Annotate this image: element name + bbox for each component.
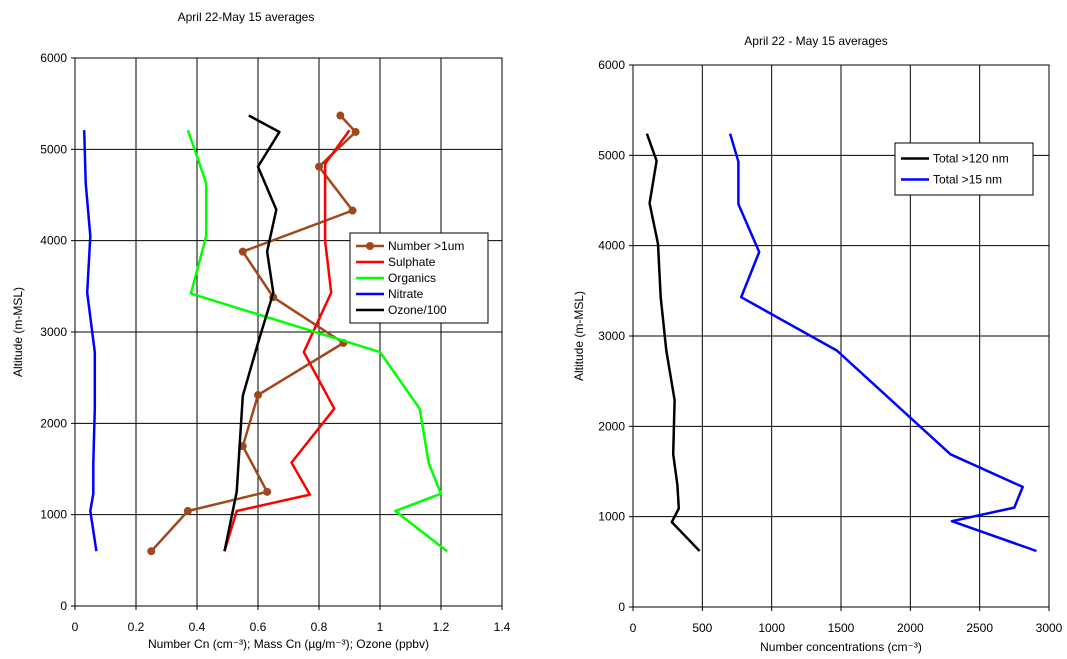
x-tick-label: 1500: [828, 621, 855, 635]
legend-label-nitrate: Nitrate: [388, 287, 424, 301]
chart-title: April 22-May 15 averages: [178, 10, 315, 24]
y-tick-label: 2000: [40, 416, 67, 430]
x-tick-label: 2000: [897, 621, 924, 635]
x-tick-label: 0.8: [311, 620, 328, 634]
series-line-organics: [186, 129, 448, 553]
data-point-number-1um: [254, 391, 262, 400]
y-axis-label: Altitude (m-MSL): [572, 291, 586, 381]
data-point-number-1um: [348, 206, 357, 215]
y-tick-label: 6000: [598, 58, 625, 72]
legend-label-number-1um: Number >1um: [388, 239, 464, 253]
series-line-nitrate: [82, 130, 98, 552]
data-point-number-1um: [238, 247, 247, 256]
y-tick-label: 6000: [40, 51, 67, 65]
y-tick-label: 0: [60, 599, 67, 613]
x-tick-label: 1.4: [494, 620, 511, 634]
y-tick-label: 4000: [598, 239, 625, 253]
x-tick-label: 500: [692, 621, 712, 635]
x-tick-label: 2500: [966, 621, 993, 635]
y-axis-label: Altitude (m-MSL): [11, 287, 25, 377]
y-tick-label: 4000: [40, 234, 67, 248]
legend-label-organics: Organics: [388, 271, 436, 285]
series-line-sulphate: [223, 129, 351, 552]
data-point-number-1um: [183, 507, 192, 516]
y-tick-label: 1000: [598, 510, 625, 524]
y-tick-label: 1000: [40, 508, 67, 522]
x-tick-label: 1000: [758, 621, 785, 635]
x-tick-label: 0: [630, 621, 637, 635]
x-tick-label: 1.2: [433, 620, 450, 634]
x-tick-label: 0.2: [128, 620, 145, 634]
x-axis-label: Number concentrations (cm⁻³): [760, 640, 922, 654]
series-line-ozone-100: [223, 114, 281, 552]
x-axis-label: Number Cn (cm⁻³); Mass Cn (µg/m⁻³); Ozon…: [148, 637, 429, 651]
series-line-total-15-nm: [728, 133, 1037, 553]
chart-1: April 22-May 15 averages 0 0.2 0.4 0.6 0.8 1 1.…: [11, 10, 511, 651]
y-tick-label: 3000: [40, 325, 67, 339]
legend-box: [894, 142, 1034, 196]
series-line-total-120-nm: [645, 133, 701, 552]
x-tick-label: 0: [72, 620, 79, 634]
data-point-number-1um: [336, 111, 345, 120]
legend-label-total-120-nm: Total >120 nm: [933, 152, 1009, 166]
legend-label-ozone-100: Ozone/100: [388, 303, 447, 317]
x-tick-label: 3000: [1036, 621, 1063, 635]
y-tick-label: 0: [618, 600, 625, 614]
y-tick-label: 3000: [598, 329, 625, 343]
chart-2: April 22 - May 15 averages 0 500 1000 1500 20…: [572, 34, 1063, 654]
data-point-number-1um: [263, 487, 272, 496]
chart-title: April 22 - May 15 averages: [744, 34, 887, 48]
y-tick-label: 5000: [40, 142, 67, 156]
x-tick-label: 1: [377, 620, 384, 634]
data-point-number-1um: [147, 547, 156, 556]
x-tick-label: 0.6: [250, 620, 267, 634]
y-tick-label: 2000: [598, 419, 625, 433]
y-tick-label: 5000: [598, 148, 625, 162]
legend-label-total-15-nm: Total >15 nm: [933, 173, 1002, 187]
data-point-number-1um: [315, 162, 323, 171]
x-tick-label: 0.4: [189, 620, 206, 634]
legend-marker-number-1um: [366, 242, 374, 250]
data-point-number-1um: [351, 127, 360, 136]
series-line-number-1um: [150, 114, 357, 553]
legend-label-sulphate: Sulphate: [388, 255, 436, 269]
